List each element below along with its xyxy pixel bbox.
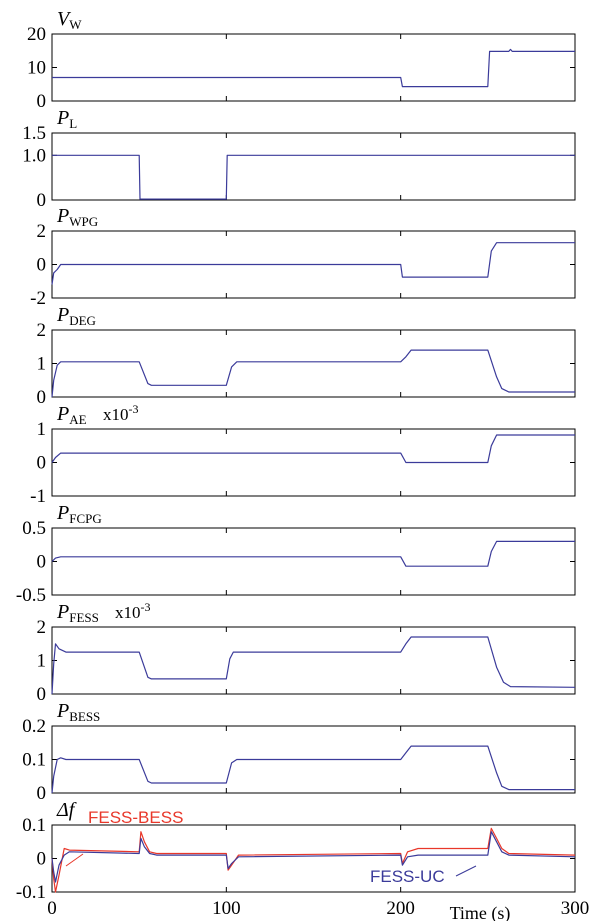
y-tick-label: 1 — [37, 419, 47, 440]
series-line — [51, 434, 575, 464]
panel-title: VW — [57, 8, 82, 32]
y-tick-label: 0 — [37, 684, 47, 705]
x-axis-label: Time (s) — [450, 903, 511, 921]
y-tick-label: 0.1 — [22, 815, 46, 836]
panel-title-sub: W — [69, 17, 82, 32]
series-line — [52, 154, 575, 200]
y-tick-label: 0 — [37, 453, 47, 474]
legend-label-fess-uc: FESS-UC — [370, 867, 445, 886]
panel-title-sub: DEG — [69, 313, 96, 328]
y-tick-label: -1 — [30, 486, 46, 507]
panel-title-main: Δf — [56, 799, 77, 821]
panel-title-main: P — [56, 107, 69, 129]
scale-factor: x10-3 — [115, 600, 151, 622]
panel-1: 0 1.01.5 PL — [22, 107, 576, 211]
panel-0: 0 10 20 VW — [27, 8, 576, 112]
series-line — [52, 48, 575, 88]
y-tick-label: 20 — [27, 24, 46, 45]
scale-exponent: -3 — [141, 600, 151, 614]
panel-title: PWPG — [56, 205, 98, 229]
y-tick-label: 10 — [27, 58, 46, 79]
y-tick-label: 0 — [37, 255, 47, 276]
y-tick-label: 0 — [37, 552, 47, 573]
y-tick-label: 0.2 — [22, 716, 46, 737]
panel-frame — [51, 626, 576, 695]
panel-frame — [51, 824, 576, 893]
y-tick-label: 1 — [37, 651, 47, 672]
panel-title-sub: WPG — [69, 214, 98, 229]
panel-title-main: P — [56, 205, 69, 227]
legend-leader-fess-uc — [455, 865, 477, 877]
y-tick-label: 1.5 — [22, 123, 46, 144]
panel-title-sub: L — [69, 116, 77, 131]
x-tick-label: 200 — [386, 898, 415, 919]
panel-title-main: P — [56, 304, 69, 326]
y-tick-label: 0 — [37, 387, 47, 408]
series-line — [51, 349, 575, 398]
panel-title: PAE — [56, 403, 87, 427]
panel-title-sub: BESS — [69, 709, 100, 724]
y-tick-label: -0.1 — [16, 882, 46, 903]
x-tick-label: 300 — [561, 898, 589, 919]
series-line — [51, 636, 576, 695]
y-tick-label: 0 — [37, 190, 47, 211]
panel-frame — [51, 329, 576, 398]
legend-leader-fess-bess — [65, 853, 84, 867]
y-tick-label: 2 — [37, 221, 47, 242]
y-tick-label: 0.1 — [22, 750, 46, 771]
y-tick-label: 2 — [37, 320, 47, 341]
legend-label-fess-bess: FESS-BESS — [88, 808, 183, 827]
scale-base: x10 — [115, 603, 141, 622]
series-line-fess-bess — [51, 827, 576, 893]
series-line — [51, 745, 575, 794]
panel-title: PFCPG — [56, 502, 102, 526]
series-line — [51, 540, 575, 567]
panel-frame — [51, 527, 576, 596]
panel-5: -0.5 0 0.5 PFCPG — [16, 502, 576, 606]
panel-title-main: P — [56, 700, 69, 722]
panel-title: Δf — [56, 799, 77, 821]
y-tick-label: 0 — [37, 783, 47, 804]
series-line-fess-uc — [51, 831, 576, 883]
panel-title-sub: FCPG — [69, 511, 102, 526]
panel-frame — [51, 428, 576, 497]
panel-title-main: V — [57, 8, 72, 30]
panel-title-main: P — [56, 403, 69, 425]
y-tick-label: 2 — [37, 617, 47, 638]
panel-frame — [51, 33, 576, 102]
y-tick-label: 0.5 — [22, 518, 46, 539]
panel-title: PDEG — [56, 304, 96, 328]
panel-title-main: P — [56, 502, 69, 524]
y-tick-label: 0 — [37, 91, 47, 112]
panel-title: PFESS — [56, 601, 99, 625]
panel-title: PBESS — [56, 700, 100, 724]
scale-base: x10 — [103, 405, 129, 424]
scale-factor: x10-3 — [103, 402, 139, 424]
panel-title-sub: FESS — [69, 610, 99, 625]
series-line — [51, 242, 575, 285]
y-tick-label: -0.5 — [16, 585, 46, 606]
y-tick-label: 1.0 — [22, 145, 46, 166]
x-tick-label: 100 — [212, 898, 241, 919]
panel-title: PL — [56, 107, 77, 131]
y-tick-label: -2 — [30, 288, 46, 309]
y-tick-label: 1 — [37, 354, 47, 375]
panel-7: 0 0.1 0.2 PBESS — [22, 700, 576, 804]
panel-frame — [51, 132, 576, 201]
scale-exponent: -3 — [129, 402, 139, 416]
panel-title-sub: AE — [69, 412, 86, 427]
x-tick-label: 0 — [47, 898, 57, 919]
panel-title-main: P — [56, 601, 69, 623]
y-tick-label: 0 — [37, 849, 47, 870]
